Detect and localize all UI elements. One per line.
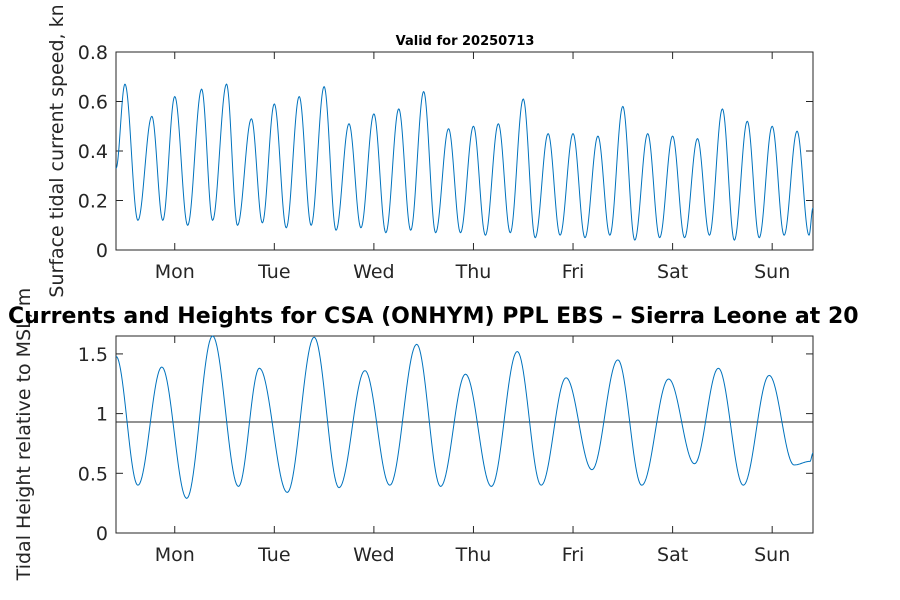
tidal-height-y-tick-label: 0 [96, 523, 108, 545]
tidal-height-x-tick-label: Thu [455, 544, 492, 566]
current-speed-y-tick-label: 0.2 [78, 191, 108, 213]
tidal-height-x-tick-label: Sat [657, 544, 688, 566]
tidal-height-y-tick-label: 1.5 [78, 344, 108, 366]
current-speed-x-tick-label: Thu [455, 261, 492, 283]
tidal-height-x-tick-label: Fri [562, 544, 585, 566]
tidal-height-x-tick-label: Mon [155, 544, 195, 566]
current-speed-x-tick-label: Sat [657, 261, 688, 283]
tidal-height-x-tick-label: Sun [754, 544, 790, 566]
current-speed-x-tick-label: Wed [353, 261, 394, 283]
tidal-height-x-ticks: Mon Tue Wed Thu Fri Sat Sun [155, 336, 790, 566]
tidal-height-y-axis-label: Tidal Height relative to MSL, m [13, 288, 35, 582]
current-speed-y-tick-label: 0.8 [78, 42, 108, 64]
tidal-height-plot-frame [115, 335, 814, 534]
current-speed-y-tick-label: 0 [96, 240, 108, 262]
current-speed-series-line [115, 83, 814, 241]
current-speed-y-tick-label: 0.6 [78, 92, 108, 114]
current-speed-plot-frame [115, 51, 814, 251]
current-speed-x-tick-label: Tue [257, 261, 290, 283]
current-speed-x-tick-label: Mon [155, 261, 195, 283]
tidal-height-y-tick-label: 1 [96, 404, 108, 426]
figure-main-title: Currents and Heights for CSA (ONHYM) PPL… [8, 304, 859, 329]
tidal-height-x-tick-label: Wed [353, 544, 394, 566]
tidal-height-series-line [115, 335, 814, 499]
tidal-height-axes: 0 0.5 1 1.5 Mon Tue Wed Thu Fri Sat Sun Tidal Hei… [13, 288, 814, 582]
tidal-height-y-tick-label: 0.5 [78, 463, 108, 485]
current-speed-x-ticks: Mon Tue Wed Thu Fri Sat Sun [155, 52, 790, 283]
current-speed-y-tick-label: 0.4 [78, 141, 108, 163]
tidal-height-x-tick-label: Tue [257, 544, 290, 566]
tidal-height-y-ticks: 0 0.5 1 1.5 [78, 344, 813, 545]
current-speed-axes: Valid for 20250713 0 0.2 0.4 0.6 0.8 Mon Tue W… [46, 4, 814, 298]
current-speed-y-ticks: 0 0.2 0.4 0.6 0.8 [78, 42, 813, 262]
current-speed-x-tick-label: Fri [562, 261, 585, 283]
current-speed-chart-title: Valid for 20250713 [396, 34, 535, 49]
current-speed-x-tick-label: Sun [754, 261, 790, 283]
current-speed-y-axis-label: Surface tidal current speed, kn [46, 4, 68, 297]
